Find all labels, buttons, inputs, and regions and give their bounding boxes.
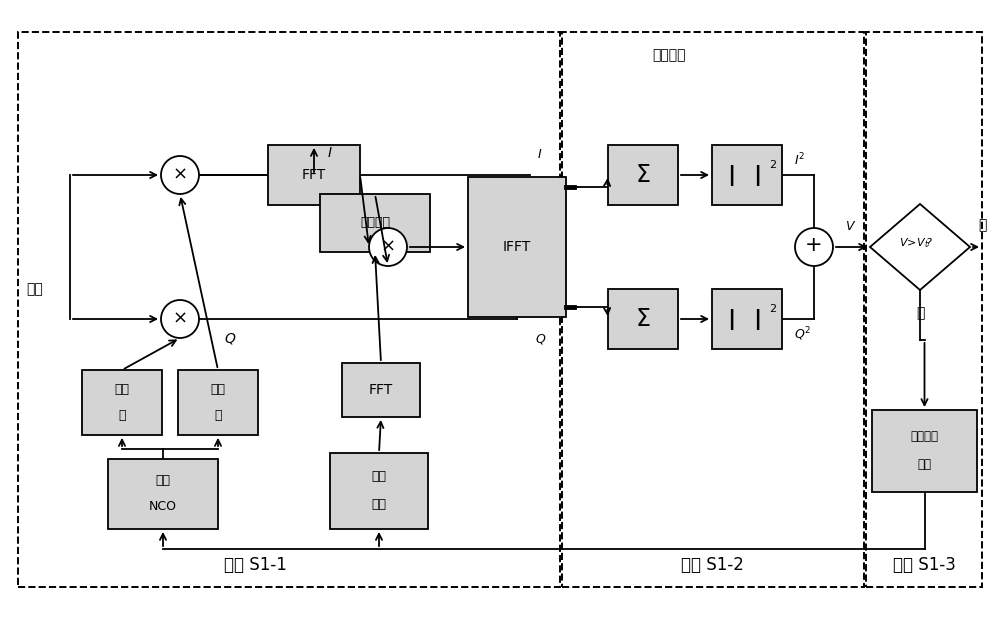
Text: Q: Q [535,332,545,345]
Bar [108,459,218,529]
Bar [712,145,782,205]
Text: ×: × [380,238,396,256]
Text: ×: × [172,166,188,184]
Text: 表: 表 [118,409,126,422]
Bar [468,177,566,317]
Text: V: V [845,221,853,233]
Text: IFFT: IFFT [503,240,531,254]
Text: 序列: 序列 [372,497,386,510]
Text: 相干积分: 相干积分 [652,48,686,62]
Text: FFT: FFT [369,383,393,397]
Text: |: | [753,308,761,330]
Text: 否: 否 [916,306,924,320]
Bar [330,453,428,529]
Bar [866,32,982,587]
Bar [872,410,977,492]
Text: 表: 表 [214,409,222,422]
Text: 控制: 控制 [918,458,932,472]
Circle shape [369,228,407,266]
Bar [608,145,678,205]
Text: I: I [328,146,332,160]
Text: $Q^2$: $Q^2$ [794,325,811,343]
Circle shape [161,156,199,194]
Text: 是: 是 [978,218,986,232]
Text: 步骤 S1-2: 步骤 S1-2 [681,556,743,574]
Bar [178,370,258,435]
Text: 输入: 输入 [26,282,43,296]
Text: 2: 2 [769,304,777,314]
Text: |: | [753,164,761,186]
Text: 步骤 S1-1: 步骤 S1-1 [224,556,286,574]
Text: 正弦: 正弦 [114,383,130,396]
Text: 复数共轭: 复数共轭 [360,216,390,229]
Bar [712,289,782,349]
Bar [320,194,430,252]
Text: 载波: 载波 [156,475,170,488]
Text: 2: 2 [769,160,777,170]
Bar [268,145,360,205]
Text: FFT: FFT [302,168,326,182]
Polygon shape [870,204,970,290]
Text: Σ: Σ [636,307,650,331]
Text: 余弦: 余弦 [211,383,226,396]
Text: Q: Q [225,332,235,346]
Bar [342,363,420,417]
Text: $V\!>\!V_t\!$?: $V\!>\!V_t\!$? [899,236,933,250]
Bar [608,289,678,349]
Bar [562,32,864,587]
Text: 信号捕获: 信号捕获 [911,431,939,443]
Bar [82,370,162,435]
Text: 训练: 训练 [372,470,386,483]
Circle shape [161,300,199,338]
Text: Σ: Σ [636,163,650,187]
Text: NCO: NCO [149,500,177,514]
Text: $I^2$: $I^2$ [794,152,805,168]
Text: |: | [727,164,735,186]
Text: +: + [805,235,823,255]
Text: ×: × [172,310,188,328]
Text: 步骤 S1-3: 步骤 S1-3 [893,556,955,574]
Text: I: I [538,149,542,162]
Circle shape [795,228,833,266]
Text: |: | [727,308,735,330]
Bar [18,32,560,587]
